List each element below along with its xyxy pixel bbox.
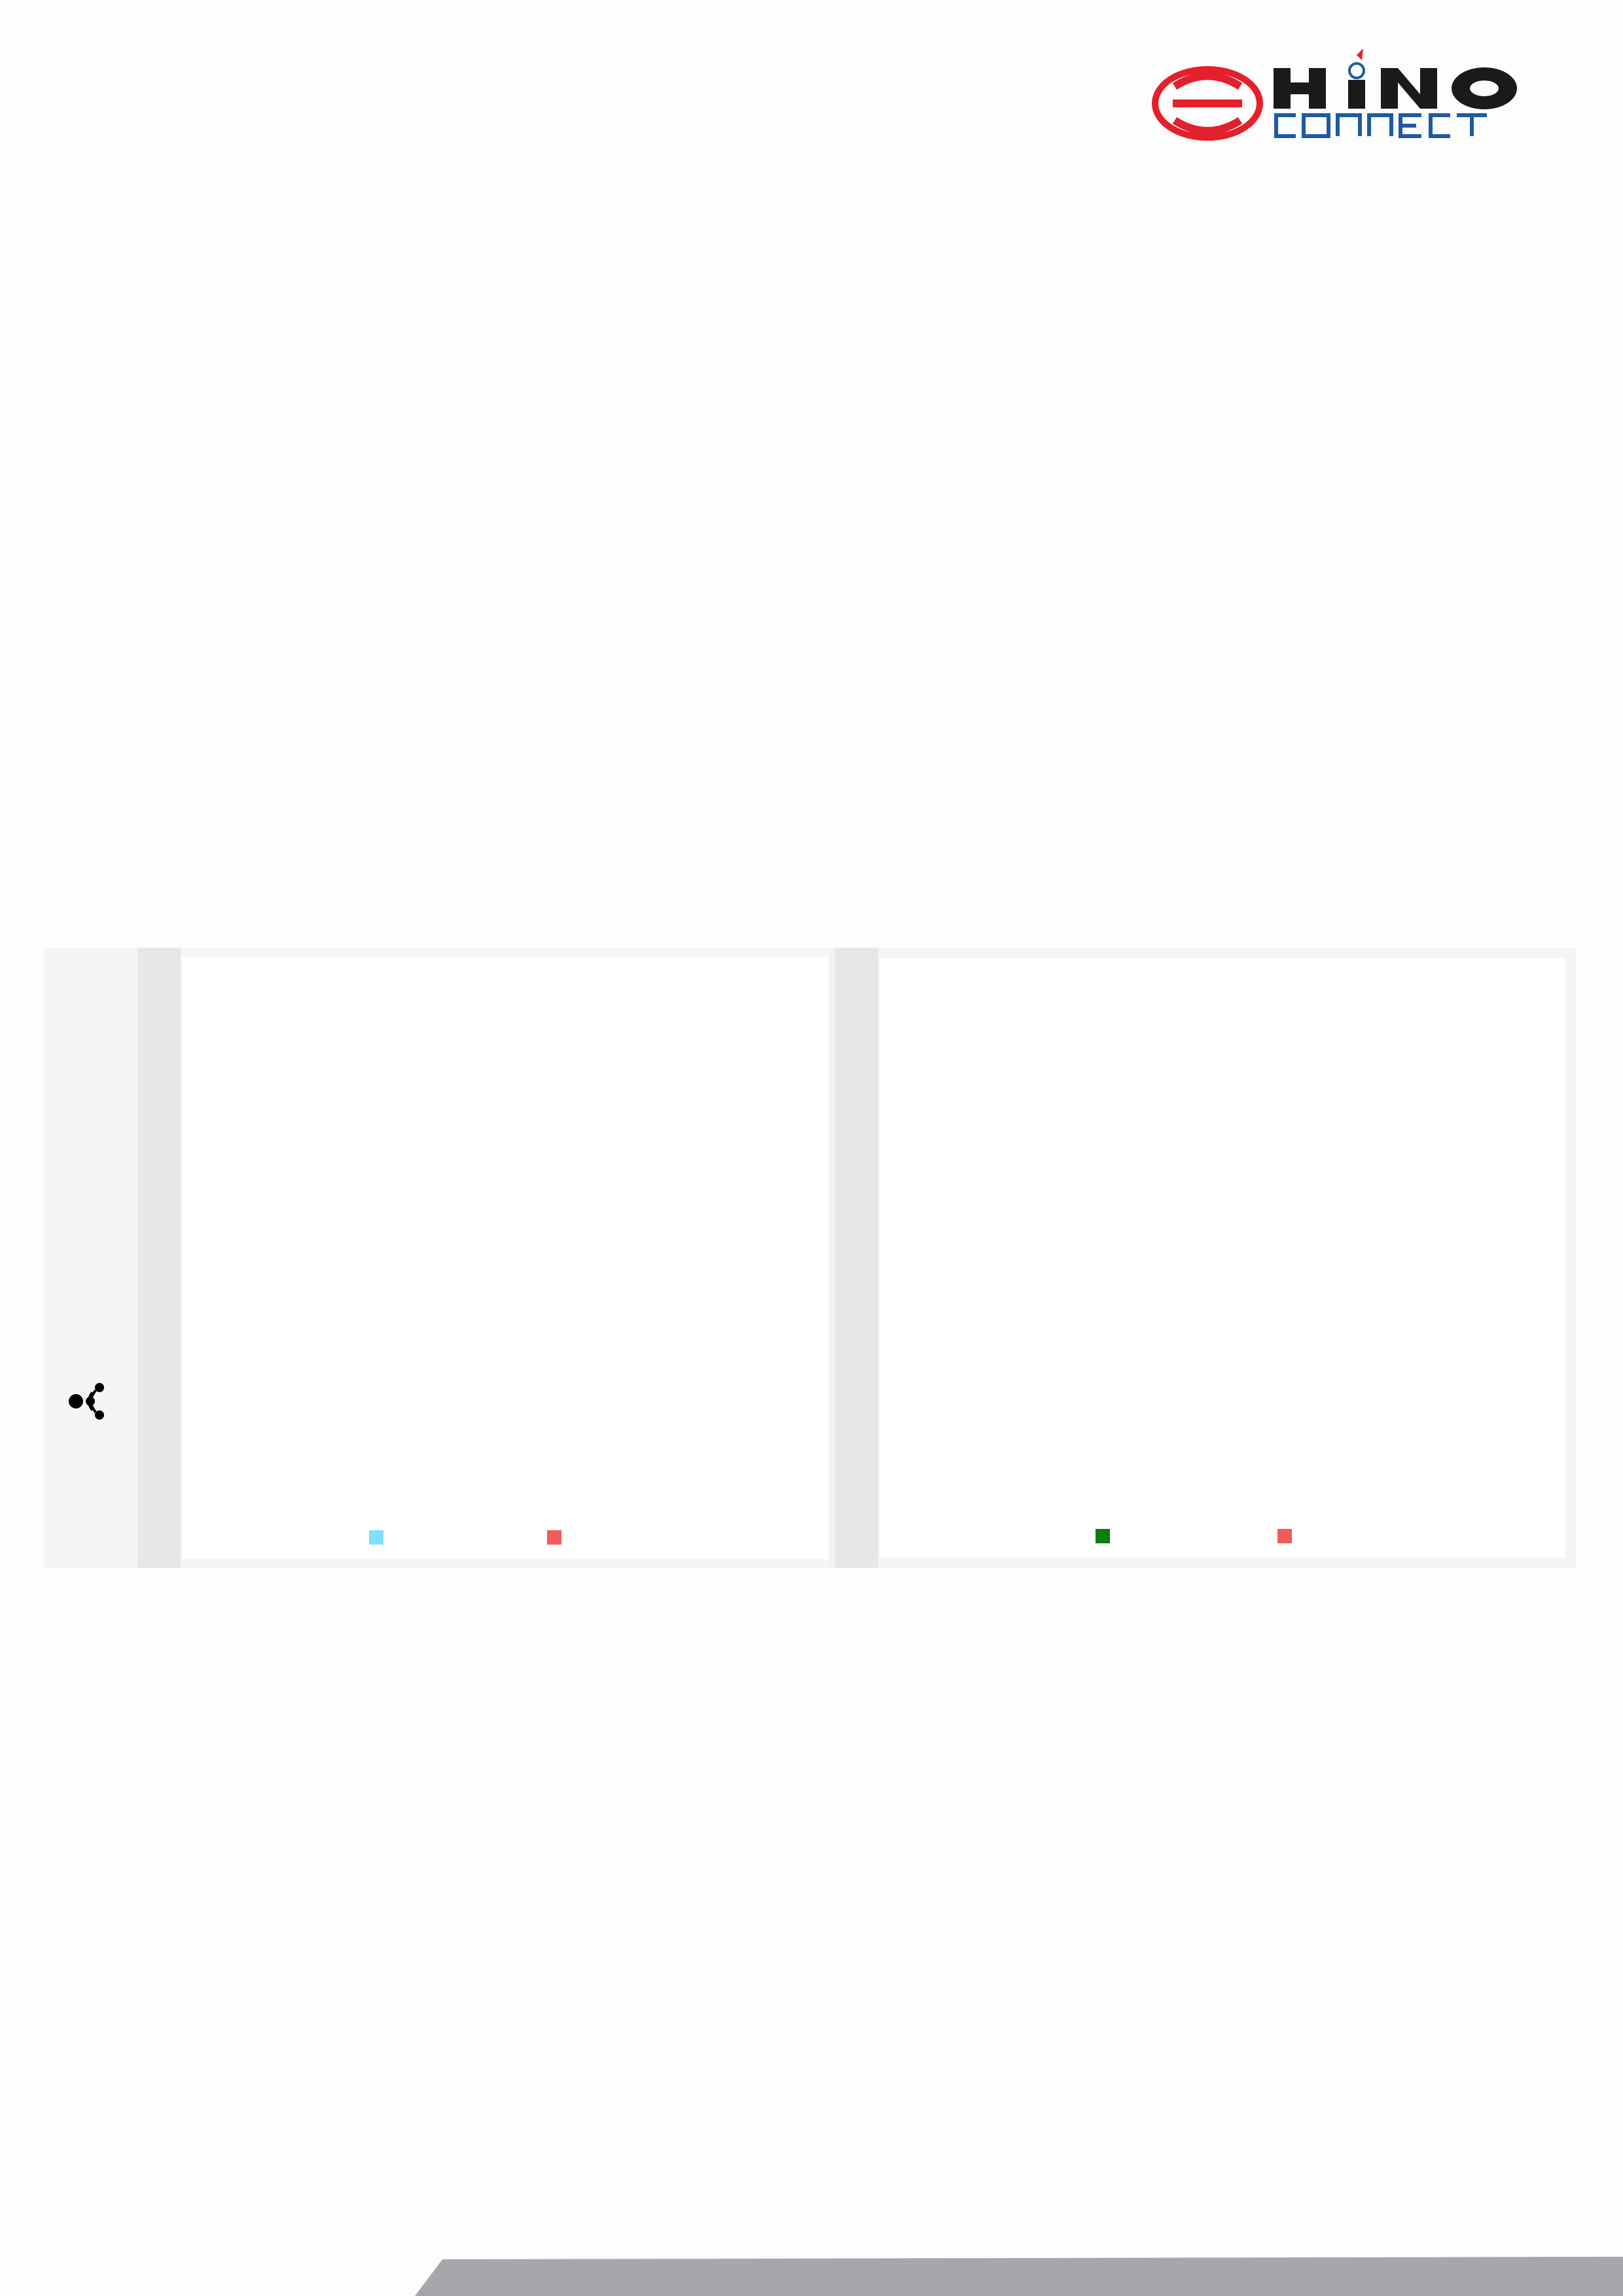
footer-band <box>0 2254 1623 2296</box>
hino-emblem-icon <box>1152 66 1263 141</box>
connect-wordmark <box>1274 113 1487 138</box>
hino-wordmark <box>1274 48 1517 109</box>
legend-swatch-green <box>1096 1529 1110 1543</box>
legend-swatch-cyan <box>369 1530 383 1545</box>
left-card-header-strip <box>137 948 181 1568</box>
left-sidebar <box>45 948 137 1568</box>
share-network-icon[interactable] <box>67 1381 114 1422</box>
footer-bar <box>415 2257 1623 2296</box>
legend-swatch-red <box>1277 1529 1292 1543</box>
dashboard-panel <box>45 948 1576 1568</box>
right-card-header-strip <box>835 948 878 1568</box>
left-chart-card <box>182 957 829 1559</box>
legend-swatch-red <box>547 1530 562 1545</box>
panel-divider <box>830 948 835 1568</box>
right-chart-card <box>880 958 1565 1558</box>
hino-connect-logo <box>1152 46 1544 144</box>
